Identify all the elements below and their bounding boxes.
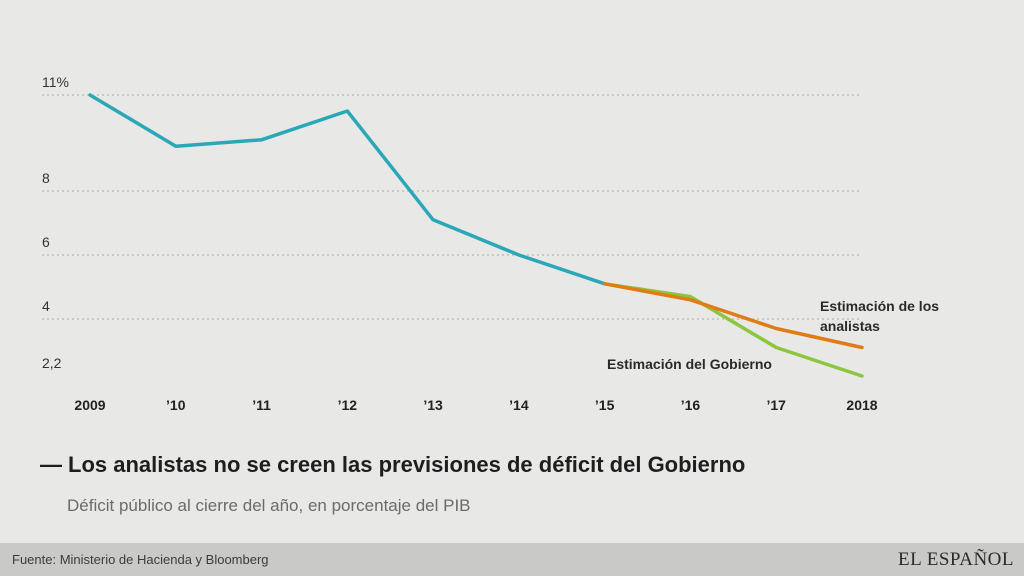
title-dash: — xyxy=(40,452,62,477)
annotation-analistas-line2: analistas xyxy=(820,318,880,334)
annotation-analistas-line1: Estimación de los xyxy=(820,298,939,314)
chart-area: 2,2 4 6 8 11% 2009 ’10 ’11 ’12 ’13 ’14 ’15 ’16 ’17 201… xyxy=(42,74,939,413)
series-line-historico xyxy=(88,93,607,286)
chart-title: — Los analistas no se creen las prevision… xyxy=(40,452,745,478)
x-tick-label: 2018 xyxy=(846,397,877,413)
x-tick-label: ’15 xyxy=(595,397,615,413)
footer-bar: Fuente: Ministerio de Hacienda y Bloombe… xyxy=(0,543,1024,576)
x-tick-label: ’16 xyxy=(681,397,701,413)
x-tick-label: ’11 xyxy=(252,397,271,413)
chart-subtitle: Déficit público al cierre del año, en po… xyxy=(67,496,471,515)
series-line-series-2 xyxy=(602,282,864,350)
source-note: Fuente: Ministerio de Hacienda y Bloombe… xyxy=(12,552,269,567)
y-tick-label: 8 xyxy=(42,170,50,186)
chart-title-text: Los analistas no se creen las previsione… xyxy=(68,452,746,477)
deficit-line-chart: 2,2 4 6 8 11% 2009 ’10 ’11 ’12 ’13 ’14 ’15 ’16 ’17 201… xyxy=(42,74,939,413)
y-tick-label: 11% xyxy=(42,74,69,90)
x-tick-label: ’17 xyxy=(766,397,786,413)
el-espanol-logo: EL ESPAÑOL xyxy=(897,549,1014,570)
x-tick-label: 2009 xyxy=(74,397,105,413)
y-tick-label: 4 xyxy=(42,298,50,314)
x-tick-label: ’14 xyxy=(509,397,529,413)
x-tick-label: ’10 xyxy=(166,397,186,413)
y-tick-label: 6 xyxy=(42,234,50,250)
annotation-gobierno: Estimación del Gobierno xyxy=(607,356,772,372)
y-tick-label: 2,2 xyxy=(42,355,62,371)
x-tick-label: ’13 xyxy=(423,397,443,413)
x-tick-label: ’12 xyxy=(338,397,358,413)
